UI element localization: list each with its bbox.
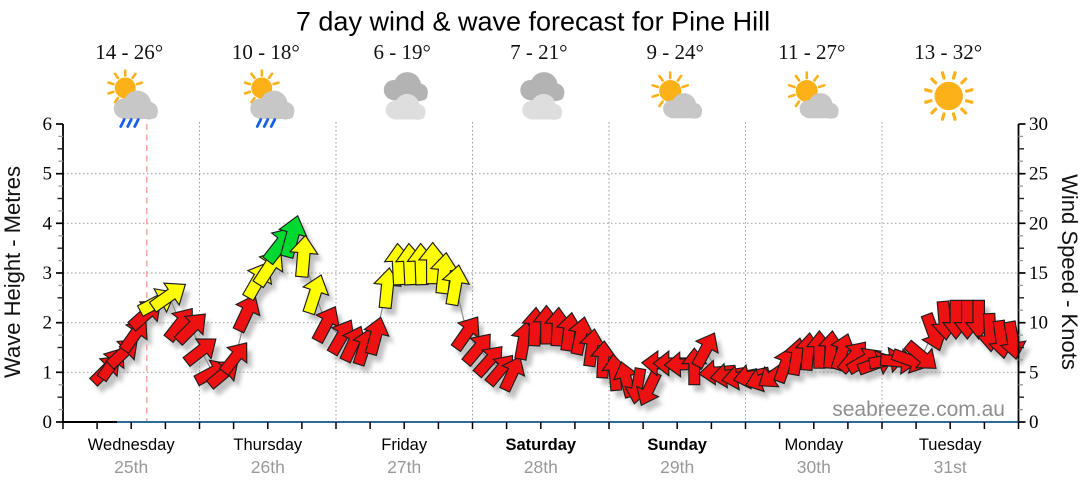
svg-text:1: 1 (43, 362, 53, 383)
svg-text:Sunday: Sunday (647, 436, 707, 454)
svg-text:14 - 26°: 14 - 26° (95, 40, 163, 64)
svg-text:9 - 24°: 9 - 24° (646, 40, 703, 64)
svg-text:2: 2 (43, 313, 53, 334)
svg-text:6: 6 (43, 114, 53, 135)
svg-text:27th: 27th (387, 457, 421, 477)
svg-text:Wind Speed - Knots: Wind Speed - Knots (1057, 174, 1080, 370)
svg-text:31st: 31st (934, 457, 967, 477)
svg-text:seabreeze.com.au: seabreeze.com.au (832, 398, 1005, 421)
svg-text:0: 0 (1029, 412, 1039, 433)
svg-text:Tuesday: Tuesday (919, 436, 982, 454)
svg-text:20: 20 (1029, 213, 1048, 234)
svg-text:Friday: Friday (381, 436, 428, 454)
svg-text:7 - 21°: 7 - 21° (510, 40, 567, 64)
svg-text:15: 15 (1029, 263, 1048, 284)
svg-text:25: 25 (1029, 164, 1048, 185)
svg-text:26th: 26th (251, 457, 285, 477)
svg-text:10 - 18°: 10 - 18° (232, 40, 300, 64)
svg-text:11 - 27°: 11 - 27° (778, 40, 845, 64)
svg-text:Wednesday: Wednesday (88, 436, 176, 454)
svg-text:13 - 32°: 13 - 32° (914, 40, 982, 64)
svg-text:10: 10 (1029, 313, 1048, 334)
svg-text:5: 5 (1029, 362, 1039, 383)
svg-text:4: 4 (43, 213, 53, 234)
svg-text:Thursday: Thursday (233, 436, 303, 454)
svg-text:29th: 29th (660, 457, 694, 477)
svg-text:Wave Height - Metres: Wave Height - Metres (0, 166, 25, 378)
svg-text:30: 30 (1029, 114, 1048, 135)
svg-text:30th: 30th (797, 457, 831, 477)
svg-text:7 day wind & wave forecast for: 7 day wind & wave forecast for Pine Hill (296, 7, 770, 37)
svg-text:Monday: Monday (784, 436, 843, 454)
svg-text:25th: 25th (114, 457, 148, 477)
svg-text:0: 0 (43, 412, 53, 433)
svg-text:28th: 28th (524, 457, 558, 477)
svg-text:6 - 19°: 6 - 19° (373, 40, 430, 64)
svg-text:Saturday: Saturday (505, 436, 576, 454)
svg-text:3: 3 (43, 263, 53, 284)
svg-text:5: 5 (43, 164, 53, 185)
